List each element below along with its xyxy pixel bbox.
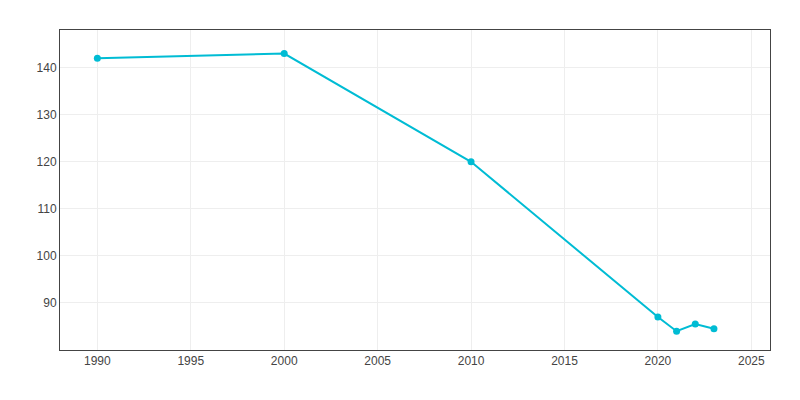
svg-text:90: 90 xyxy=(43,296,57,310)
svg-text:140: 140 xyxy=(37,61,57,75)
svg-text:2000: 2000 xyxy=(271,354,298,368)
svg-text:2015: 2015 xyxy=(551,354,578,368)
svg-text:1995: 1995 xyxy=(177,354,204,368)
svg-text:110: 110 xyxy=(37,202,56,216)
svg-text:2010: 2010 xyxy=(458,354,485,368)
svg-text:2020: 2020 xyxy=(645,354,672,368)
svg-text:130: 130 xyxy=(37,108,57,122)
svg-text:2005: 2005 xyxy=(364,354,391,368)
svg-text:2025: 2025 xyxy=(738,354,765,368)
svg-text:120: 120 xyxy=(37,155,57,169)
svg-text:100: 100 xyxy=(37,249,57,263)
svg-text:1990: 1990 xyxy=(84,354,111,368)
